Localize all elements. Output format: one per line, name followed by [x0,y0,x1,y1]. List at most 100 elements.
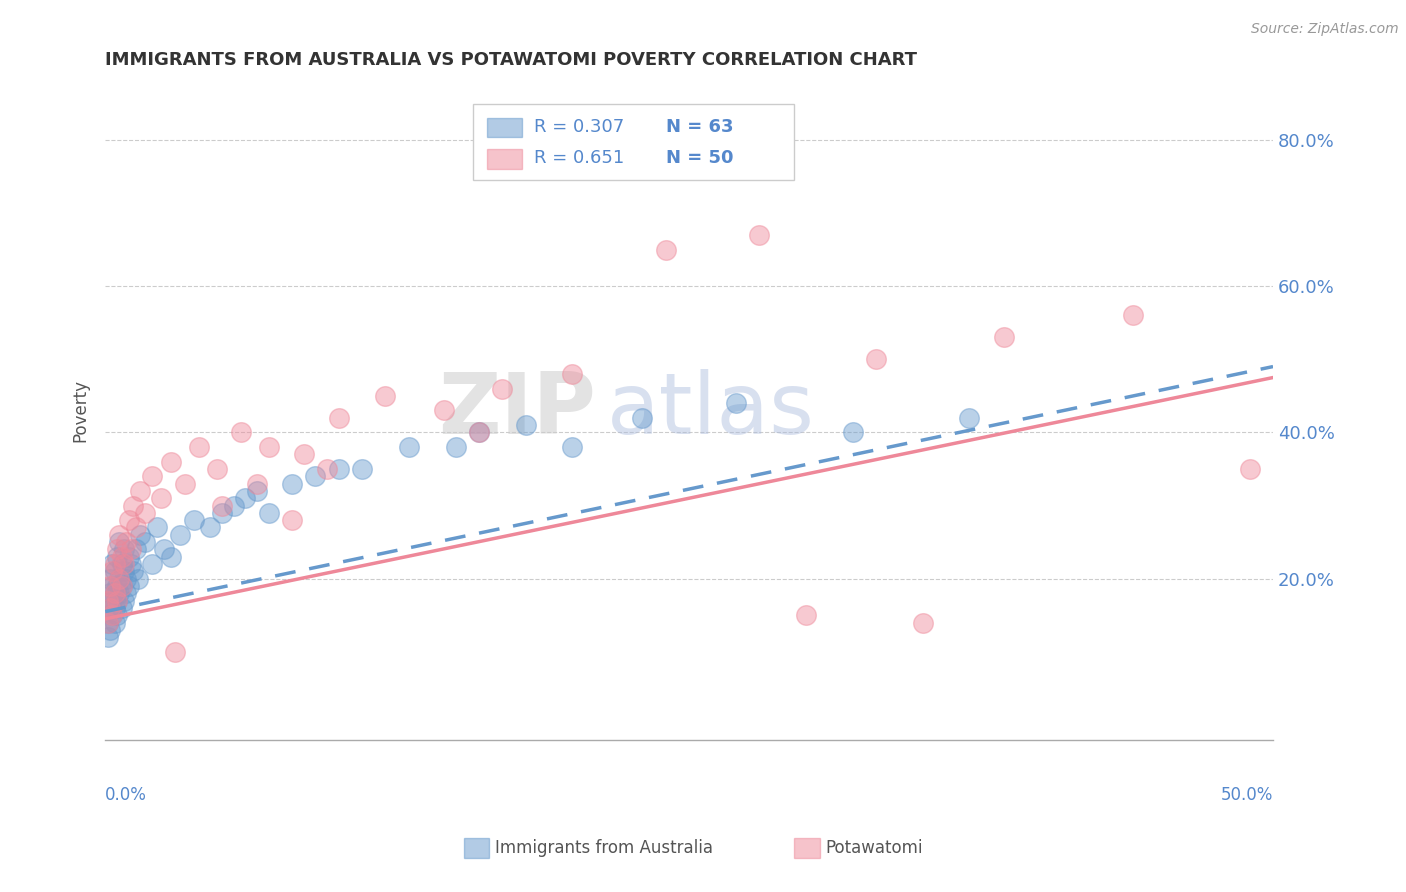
Point [328,462,350,476]
Point [141,469,163,483]
Point [129,528,152,542]
Point [433,403,456,417]
Point [115,586,138,600]
Point [96,615,118,630]
Point [120,542,142,557]
Point [281,476,304,491]
Point [159,549,181,564]
Point [110,601,132,615]
Point [129,483,152,498]
Point [98,572,121,586]
Point [173,476,195,491]
Point [246,476,269,491]
Point [112,542,135,557]
Point [1122,309,1144,323]
Point [108,572,131,586]
Text: ZIP: ZIP [437,369,596,452]
Point [96,615,118,630]
Point [103,565,125,579]
Point [127,572,149,586]
Point [1239,462,1261,476]
Point [724,396,747,410]
Point [561,367,583,381]
Text: atlas: atlas [607,369,815,452]
Point [257,506,280,520]
Point [108,528,131,542]
Point [561,440,583,454]
Point [122,565,145,579]
Point [101,557,124,571]
Point [631,410,654,425]
Text: N = 50: N = 50 [666,149,734,168]
Point [98,623,121,637]
Point [200,520,222,534]
Text: R = 0.651: R = 0.651 [534,149,624,168]
Point [105,593,128,607]
Point [328,410,350,425]
Point [491,382,513,396]
Bar [486,149,522,169]
Point [96,593,118,607]
Point [101,593,124,607]
Point [183,513,205,527]
Point [96,593,118,607]
Point [794,608,817,623]
Point [207,462,229,476]
Point [374,389,396,403]
Point [98,601,121,615]
Point [117,513,139,527]
Point [105,608,128,623]
Point [134,535,156,549]
Y-axis label: Poverty: Poverty [72,379,89,442]
Point [957,410,980,425]
Point [398,440,420,454]
Text: Potawatomi: Potawatomi [825,839,922,857]
FancyBboxPatch shape [472,104,794,180]
Point [115,535,138,549]
Point [124,520,146,534]
Point [98,601,121,615]
Point [159,455,181,469]
Point [281,513,304,527]
Point [169,528,191,542]
Point [112,557,135,571]
Point [124,542,146,557]
Point [108,535,131,549]
Point [120,557,142,571]
Point [115,572,138,586]
Point [150,491,173,506]
Point [103,601,125,615]
Text: Immigrants from Australia: Immigrants from Australia [495,839,713,857]
Point [98,586,121,600]
Point [211,506,233,520]
Point [911,615,934,630]
Point [134,506,156,520]
Point [655,243,678,257]
Point [101,608,124,623]
Point [108,572,131,586]
Point [110,557,132,571]
Text: N = 63: N = 63 [666,118,734,136]
Point [468,425,491,440]
Point [110,549,132,564]
Point [101,608,124,623]
Text: R = 0.307: R = 0.307 [534,118,624,136]
Text: Source: ZipAtlas.com: Source: ZipAtlas.com [1251,22,1399,37]
Point [117,579,139,593]
Point [105,593,128,607]
Point [145,520,167,534]
Point [515,418,537,433]
Point [98,579,121,593]
Point [993,330,1015,344]
Point [352,462,374,476]
Text: IMMIGRANTS FROM AUSTRALIA VS POTAWATOMI POVERTY CORRELATION CHART: IMMIGRANTS FROM AUSTRALIA VS POTAWATOMI … [105,51,917,69]
Point [235,491,257,506]
Point [187,440,209,454]
Point [152,542,174,557]
Point [103,615,125,630]
Point [292,447,315,461]
Point [101,565,124,579]
Point [257,440,280,454]
Point [105,549,128,564]
Point [103,586,125,600]
